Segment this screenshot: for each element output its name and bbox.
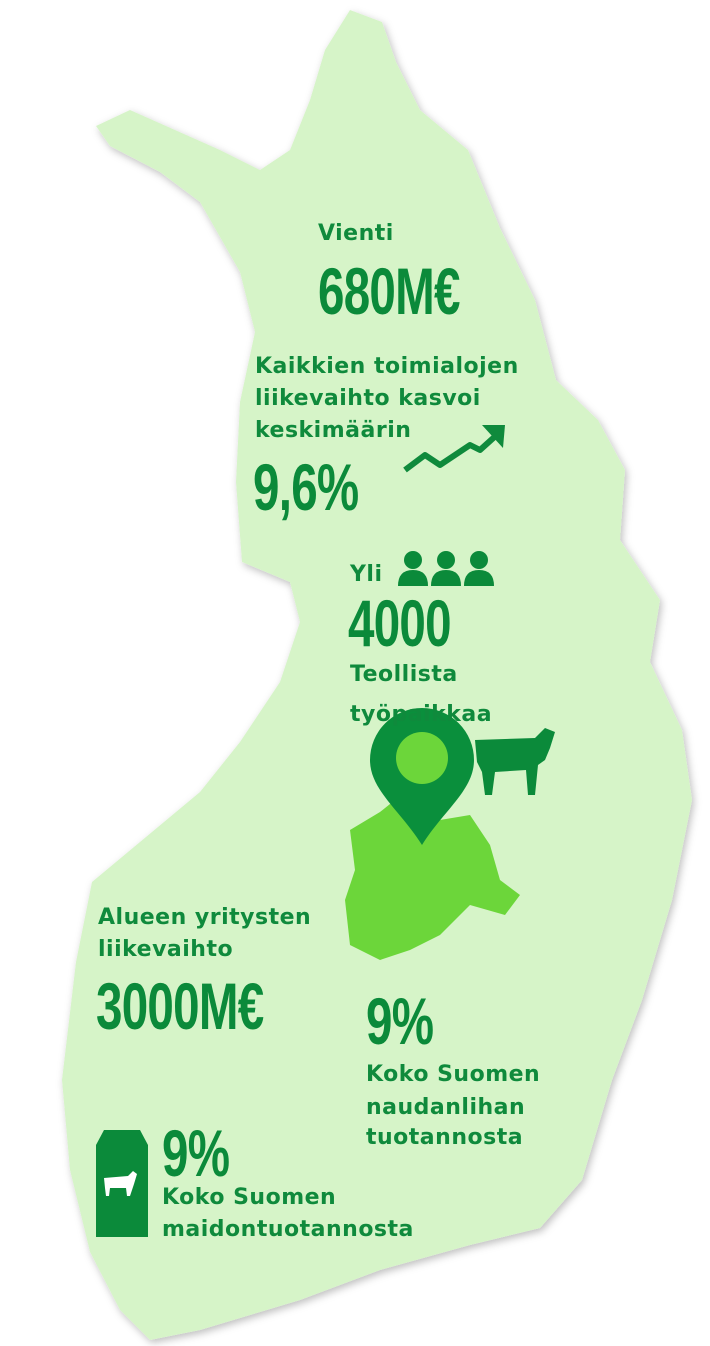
pin-dot — [396, 732, 448, 784]
cow-icon — [475, 728, 555, 795]
stat-label: Vienti — [318, 221, 394, 246]
stat-label: naudanlihan — [366, 1095, 526, 1120]
trend-arrow — [403, 429, 503, 473]
stat-label: liikevaihto — [98, 937, 234, 962]
stat-label: keskimäärin — [255, 418, 412, 443]
finland-outline — [62, 10, 692, 1340]
stat-value: 9% — [162, 1116, 230, 1190]
milk-carton-icon — [96, 1130, 148, 1237]
stat-label: Koko Suomen — [366, 1062, 541, 1087]
stat-label: työpaikkaa — [350, 702, 493, 727]
stat-label: Alueen yritysten — [98, 905, 312, 930]
stat-value: 9% — [366, 984, 434, 1058]
stat-value: 680M€ — [318, 254, 460, 328]
region — [345, 800, 520, 960]
people-icon — [398, 551, 494, 586]
stat-label: Koko Suomen — [162, 1185, 337, 1210]
stat-label: liikevaihto kasvoi — [255, 386, 481, 411]
stat-value: 4000 — [348, 586, 452, 660]
stat-value: 3000M€ — [96, 969, 264, 1043]
stat-value: 9,6% — [253, 450, 359, 524]
stat-label: Teollista — [350, 662, 458, 687]
stat-label: maidontuotannosta — [162, 1217, 414, 1242]
stat-label: Kaikkien toimialojen — [255, 354, 519, 379]
stat-label: tuotannosta — [366, 1125, 524, 1150]
arrow-head — [482, 425, 505, 448]
stat-prefix: Yli — [350, 562, 383, 587]
